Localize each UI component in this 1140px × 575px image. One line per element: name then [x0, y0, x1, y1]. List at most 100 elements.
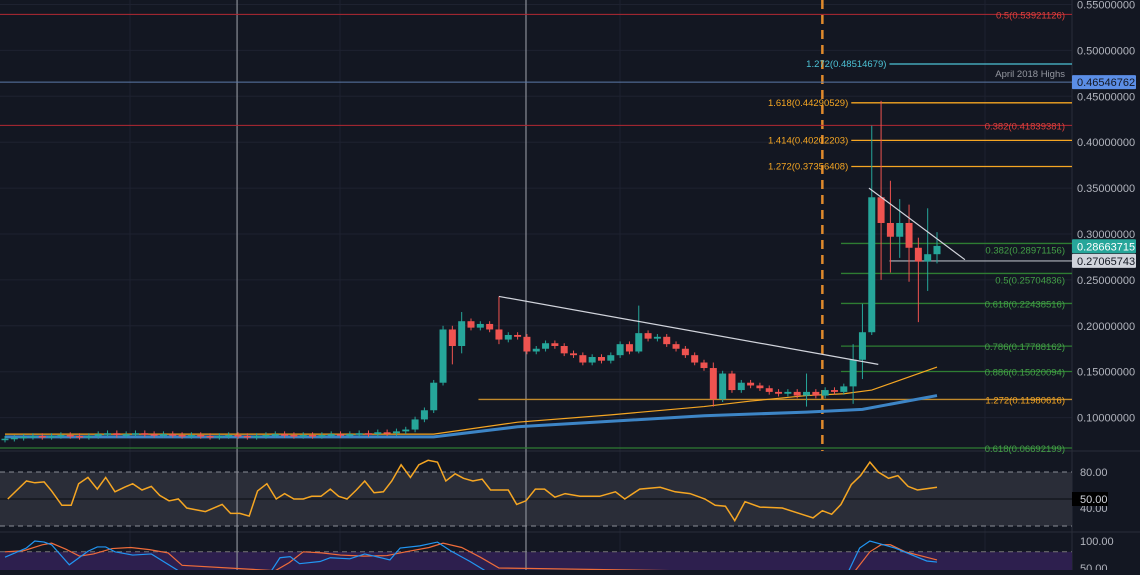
candle-body: [48, 435, 56, 438]
price-axis-tick: 0.30000000: [1077, 229, 1135, 241]
rsi-line: [7, 459, 938, 523]
candle-body: [830, 390, 838, 392]
rsi-current-label: 50.00: [1080, 494, 1108, 506]
candle-body: [495, 329, 503, 340]
candle-body: [532, 348, 540, 352]
candle-body: [131, 433, 139, 435]
candle-body: [141, 433, 149, 435]
candle-body: [262, 435, 270, 437]
candle-body: [104, 433, 112, 435]
fib-level-label: 0.618(0.22438516): [985, 299, 1065, 310]
price-axis-tick: 0.55000000: [1077, 0, 1135, 12]
price-axis-tick: 0.50000000: [1077, 45, 1135, 57]
candle-body: [793, 391, 801, 396]
candle-body: [20, 436, 28, 439]
candle-body: [616, 344, 624, 356]
candle-body: [383, 432, 391, 434]
candle-body: [840, 386, 848, 392]
candle-body: [747, 382, 755, 386]
price-tag: [1072, 239, 1136, 254]
candle-body: [364, 433, 372, 435]
price-axis-tick: 0.25000000: [1077, 275, 1135, 287]
candle-body: [756, 385, 764, 389]
candle-body: [570, 353, 578, 356]
candle-body: [635, 333, 643, 352]
rsi-current-tag: [1072, 492, 1108, 506]
candle-body: [94, 434, 102, 436]
candle-body: [588, 357, 596, 363]
candle-body: [299, 435, 307, 437]
candle-body: [309, 435, 317, 437]
candle-body: [402, 429, 410, 432]
fib-level-label: 0.886(0.15020094): [985, 368, 1065, 379]
fib-level-label: April 2018 Highs: [995, 69, 1065, 80]
candle-body: [784, 391, 792, 394]
candle-body: [514, 334, 522, 337]
candle-body: [10, 437, 18, 440]
candle-body: [728, 373, 736, 391]
candle-body: [681, 348, 689, 356]
candle-body: [551, 343, 559, 346]
candle-body: [644, 333, 652, 339]
candle-body: [327, 434, 335, 436]
fib-level-label: 1.414(0.40202203): [768, 135, 848, 146]
candle-body: [849, 359, 857, 387]
fib-level-label: 0.618(0.06692199): [985, 444, 1065, 455]
candle-body: [896, 222, 904, 237]
stoch-axis-tick: 100.00: [1080, 536, 1114, 548]
price-tag-label: 0.46546762: [1077, 77, 1135, 89]
candle-body: [821, 390, 829, 396]
price-axis-tick: 0.35000000: [1077, 183, 1135, 195]
candle-body: [420, 410, 428, 420]
stoch-axis-tick: 50.00: [1080, 563, 1108, 570]
candle-body: [281, 434, 289, 436]
fib-level-label: 0.382(0.28971156): [985, 245, 1065, 256]
candle-body: [439, 329, 447, 383]
candle-body: [625, 344, 633, 352]
candle-body: [579, 355, 587, 363]
candle-body: [271, 434, 279, 436]
candle-body: [803, 391, 811, 396]
fib-level-label: 0.382(0.41839381): [985, 121, 1065, 132]
candle-body: [653, 336, 661, 339]
price-axis-tick: 0.45000000: [1077, 91, 1135, 103]
fib-level-label: 0.786(0.17788162): [985, 342, 1065, 353]
candle-body: [1, 438, 9, 441]
candle-body: [560, 345, 568, 354]
candle-body: [607, 355, 615, 361]
price-axis-tick: 0.40000000: [1077, 137, 1135, 149]
candle-body: [905, 222, 913, 248]
trendline: [868, 187, 966, 261]
rsi-axis-tick: 80.00: [1080, 467, 1108, 479]
candle-body: [215, 435, 223, 438]
candle-body: [476, 323, 484, 328]
price-tag: [1072, 253, 1136, 268]
candle-body: [858, 332, 866, 360]
candle-body: [225, 435, 233, 437]
candle-body: [392, 431, 400, 434]
candle-body: [709, 368, 717, 400]
candle-body: [523, 336, 531, 352]
candle-body: [150, 434, 158, 436]
candle-body: [924, 254, 932, 262]
candle-body: [337, 434, 345, 436]
candle-body: [38, 435, 46, 438]
candle-body: [765, 388, 773, 392]
price-axis-tick: 0.10000000: [1077, 413, 1135, 425]
candle-body: [691, 355, 699, 363]
candle-body: [877, 197, 885, 223]
candle-body: [57, 435, 65, 437]
candle-body: [76, 435, 84, 438]
candle-body: [914, 247, 922, 262]
candle-body: [243, 435, 251, 438]
candle-body: [597, 357, 605, 361]
candle-body: [169, 434, 177, 436]
price-axis-tick: 0.15000000: [1077, 367, 1135, 379]
candle-body: [113, 433, 121, 436]
candle-body: [187, 435, 195, 437]
stoch-d-line: [4, 542, 938, 573]
candle-body: [719, 373, 727, 400]
moving-average-line: [5, 394, 938, 439]
